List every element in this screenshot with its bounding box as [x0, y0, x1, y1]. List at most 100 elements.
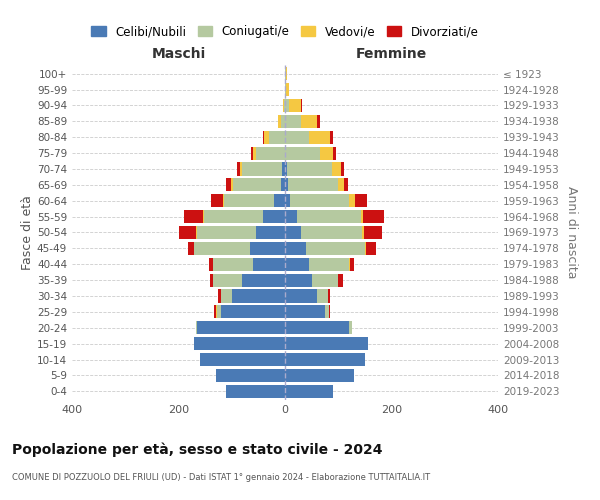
Bar: [285, 290, 317, 302]
Bar: [330, 130, 333, 143]
Bar: [232, 290, 285, 302]
Bar: [285, 99, 289, 112]
Bar: [194, 242, 250, 255]
Y-axis label: Fasce di età: Fasce di età: [21, 195, 34, 270]
Bar: [325, 306, 329, 318]
Bar: [237, 162, 240, 175]
Bar: [217, 306, 221, 318]
Bar: [285, 194, 290, 207]
Bar: [332, 162, 341, 175]
Bar: [333, 146, 335, 160]
Bar: [287, 178, 338, 192]
Bar: [286, 67, 287, 80]
Bar: [364, 226, 382, 239]
Bar: [278, 115, 281, 128]
Bar: [218, 290, 221, 302]
Bar: [226, 385, 285, 398]
Bar: [281, 178, 285, 192]
Bar: [301, 226, 362, 239]
Bar: [283, 162, 285, 175]
Bar: [223, 194, 224, 207]
Bar: [289, 99, 301, 112]
Bar: [290, 194, 349, 207]
Bar: [284, 99, 285, 112]
Bar: [224, 194, 274, 207]
Bar: [179, 226, 196, 239]
Bar: [301, 99, 302, 112]
Bar: [287, 162, 332, 175]
Bar: [256, 146, 285, 160]
Bar: [285, 178, 287, 192]
Bar: [213, 258, 253, 271]
Bar: [250, 242, 285, 255]
Bar: [240, 162, 242, 175]
Bar: [242, 162, 283, 175]
Bar: [365, 242, 366, 255]
Bar: [309, 130, 330, 143]
Bar: [366, 242, 376, 255]
Bar: [251, 146, 253, 160]
Bar: [263, 130, 264, 143]
Text: COMUNE DI POZZUOLO DEL FRIULI (UD) - Dati ISTAT 1° gennaio 2024 - Elaborazione T: COMUNE DI POZZUOLO DEL FRIULI (UD) - Dat…: [12, 472, 430, 482]
Bar: [197, 322, 285, 334]
Bar: [355, 194, 367, 207]
Bar: [285, 258, 309, 271]
Bar: [309, 258, 349, 271]
Bar: [196, 226, 197, 239]
Bar: [320, 146, 333, 160]
Bar: [256, 226, 285, 239]
Bar: [281, 115, 285, 128]
Bar: [362, 226, 364, 239]
Bar: [221, 306, 285, 318]
Bar: [285, 83, 286, 96]
Bar: [286, 83, 289, 96]
Bar: [197, 226, 256, 239]
Text: Femmine: Femmine: [356, 47, 427, 61]
Bar: [184, 210, 203, 223]
Bar: [349, 322, 352, 334]
Bar: [311, 274, 338, 286]
Bar: [283, 99, 284, 112]
Bar: [341, 162, 344, 175]
Bar: [209, 258, 213, 271]
Bar: [253, 258, 285, 271]
Bar: [194, 337, 285, 350]
Bar: [211, 194, 223, 207]
Legend: Celibi/Nubili, Coniugati/e, Vedovi/e, Divorziati/e: Celibi/Nubili, Coniugati/e, Vedovi/e, Di…: [86, 20, 484, 43]
Bar: [285, 226, 301, 239]
Bar: [350, 258, 354, 271]
Text: Maschi: Maschi: [151, 47, 206, 61]
Bar: [349, 194, 355, 207]
Bar: [344, 178, 348, 192]
Bar: [285, 322, 349, 334]
Bar: [188, 242, 194, 255]
Bar: [274, 194, 285, 207]
Bar: [216, 306, 217, 318]
Bar: [338, 178, 344, 192]
Bar: [285, 162, 287, 175]
Bar: [231, 178, 233, 192]
Bar: [285, 369, 354, 382]
Bar: [285, 146, 320, 160]
Bar: [363, 210, 383, 223]
Bar: [226, 178, 231, 192]
Bar: [242, 274, 285, 286]
Bar: [233, 178, 281, 192]
Bar: [204, 210, 263, 223]
Bar: [349, 258, 350, 271]
Bar: [196, 322, 197, 334]
Bar: [213, 274, 242, 286]
Bar: [285, 353, 365, 366]
Bar: [301, 115, 317, 128]
Bar: [285, 306, 325, 318]
Bar: [329, 306, 330, 318]
Bar: [285, 337, 368, 350]
Bar: [328, 290, 330, 302]
Bar: [317, 290, 328, 302]
Bar: [269, 130, 285, 143]
Bar: [285, 274, 311, 286]
Bar: [297, 210, 361, 223]
Bar: [253, 146, 256, 160]
Y-axis label: Anni di nascita: Anni di nascita: [565, 186, 578, 279]
Bar: [216, 369, 285, 382]
